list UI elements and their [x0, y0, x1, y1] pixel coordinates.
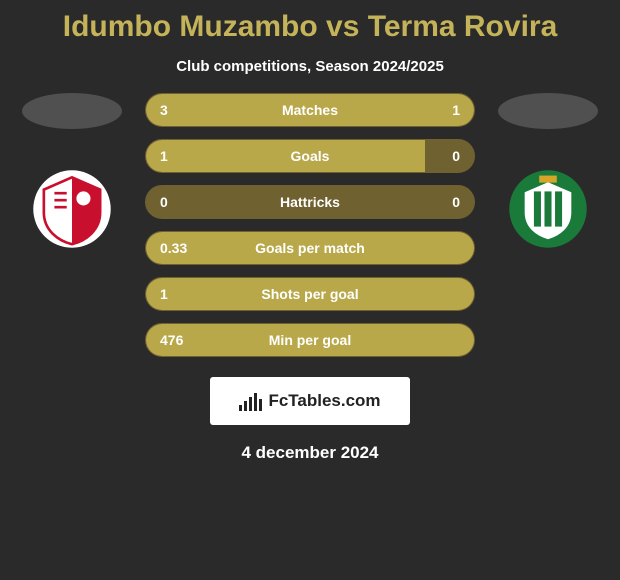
stat-value-right: 0 — [414, 148, 474, 164]
stat-value-right: 1 — [414, 102, 474, 118]
left-player-silhouette — [22, 93, 122, 129]
stat-row: 1Goals0 — [145, 139, 475, 173]
chart-icon — [239, 391, 262, 411]
stat-value-left: 0 — [146, 194, 206, 210]
stat-label: Matches — [206, 102, 414, 118]
left-club-crest — [28, 165, 116, 253]
right-club-crest — [504, 165, 592, 253]
left-player-col — [17, 93, 127, 253]
stat-value-left: 1 — [146, 148, 206, 164]
bar-icon-segment — [239, 405, 242, 411]
right-player-silhouette — [498, 93, 598, 129]
stat-row: 3Matches1 — [145, 93, 475, 127]
page-title: Idumbo Muzambo vs Terma Rovira — [63, 10, 558, 44]
stat-label: Hattricks — [206, 194, 414, 210]
stat-value-right: 0 — [414, 194, 474, 210]
stat-value-left: 3 — [146, 102, 206, 118]
bar-icon-segment — [244, 401, 247, 411]
stat-row: 0Hattricks0 — [145, 185, 475, 219]
shield-icon — [28, 165, 116, 253]
brand-logo: FcTables.com — [210, 377, 410, 425]
date-label: 4 december 2024 — [241, 443, 378, 463]
stat-label: Goals per match — [206, 240, 414, 256]
stat-value-left: 1 — [146, 286, 206, 302]
infographic-container: Idumbo Muzambo vs Terma Rovira Club comp… — [0, 0, 620, 580]
stat-label: Shots per goal — [206, 286, 414, 302]
stat-label: Goals — [206, 148, 414, 164]
brand-text: FcTables.com — [268, 391, 380, 411]
stat-label: Min per goal — [206, 332, 414, 348]
bar-icon-segment — [249, 397, 252, 411]
shield-icon — [504, 165, 592, 253]
stat-row: 1Shots per goal — [145, 277, 475, 311]
bar-icon-segment — [259, 399, 262, 411]
right-player-col — [493, 93, 603, 253]
stats-column: 3Matches11Goals00Hattricks00.33Goals per… — [145, 93, 475, 357]
stat-value-left: 0.33 — [146, 240, 206, 256]
bar-icon-segment — [254, 393, 257, 411]
stat-row: 476Min per goal — [145, 323, 475, 357]
subtitle: Club competitions, Season 2024/2025 — [176, 58, 444, 75]
stat-row: 0.33Goals per match — [145, 231, 475, 265]
stat-value-left: 476 — [146, 332, 206, 348]
main-row: 3Matches11Goals00Hattricks00.33Goals per… — [0, 93, 620, 357]
